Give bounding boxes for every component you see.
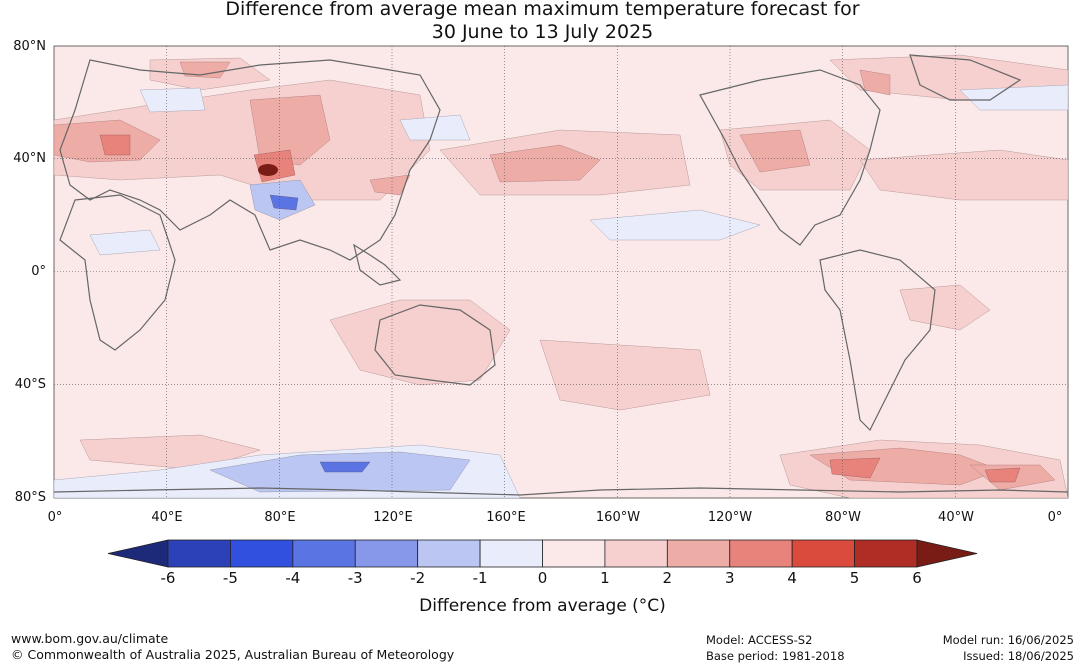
colorbar-tick-label: 5 [849,569,860,587]
footer-issued: Issued: 18/06/2025 [963,649,1074,663]
lon-label-80e: 80°E [264,510,296,525]
colorbar [107,539,978,568]
chart-title-line1: Difference from average mean maximum tem… [225,0,860,20]
colorbar-bin [542,539,606,568]
colorbar-bin [854,539,918,568]
colorbar-bin [604,539,668,568]
colorbar-tick-label: 4 [787,569,797,587]
colorbar-bin [230,539,294,568]
lon-label-40e: 40°E [151,510,183,525]
colorbar-tick-label: -5 [222,569,238,587]
anomaly-hotspot [258,164,278,176]
footer-website[interactable]: www.bom.gov.au/climate [11,631,169,646]
colorbar-tick-label: 2 [662,569,673,587]
colorbar-bin [292,539,356,568]
colorbar-tick-label: -6 [160,569,176,587]
footer-model-run: Model run: 16/06/2025 [942,633,1074,647]
colorbar-tick-label: 6 [912,569,922,587]
footer-copyright: © Commonwealth of Australia 2025, Austra… [11,647,455,662]
map-panel [53,45,1069,499]
lat-label-40s: 40°S [14,377,46,392]
footer-base-period: Base period: 1981-2018 [706,649,845,663]
colorbar-bin [354,539,419,568]
colorbar-bin [666,539,731,568]
colorbar-bin [729,539,793,568]
colorbar-tick-label: -2 [410,569,426,587]
colorbar-bin [167,539,231,568]
lon-label-0-east: 0° [1047,510,1063,525]
coastlines [53,54,1069,496]
lat-label-80n: 80°N [13,39,46,54]
colorbar-label: Difference from average (°C) [419,596,666,616]
colorbar-tick-label: 3 [724,569,735,587]
colorbar-extension-low [107,539,169,568]
colorbar-extension-high [916,539,978,568]
colorbar-bin [791,539,855,568]
colorbar-bin [417,539,481,568]
anomaly-minus3-regions [269,194,371,473]
chart-title-line2: 30 June to 13 July 2025 [431,21,654,43]
colorbar-tick-label: 1 [600,569,610,587]
lon-label-160w: 160°W [595,510,641,525]
lat-label-80s: 80°S [14,490,46,505]
colorbar-tick-label: 0 [537,569,548,587]
lon-label-160e: 160°E [486,510,526,525]
colorbar-bin [479,539,543,568]
lon-label-80w: 80°W [825,510,861,525]
lat-label-40n: 40°N [13,151,46,166]
colorbar-tick-label: -3 [347,569,363,587]
lon-label-120e: 120°E [373,510,413,525]
colorbar-tick-label: -4 [285,569,301,587]
lat-label-0: 0° [31,264,46,279]
graticule [54,46,1068,498]
lon-label-0-west: 0° [47,510,63,525]
footer-model: Model: ACCESS-S2 [706,633,813,647]
lon-label-120w: 120°W [707,510,753,525]
lon-label-40w: 40°W [938,510,974,525]
colorbar-tick-label: -1 [472,569,488,587]
